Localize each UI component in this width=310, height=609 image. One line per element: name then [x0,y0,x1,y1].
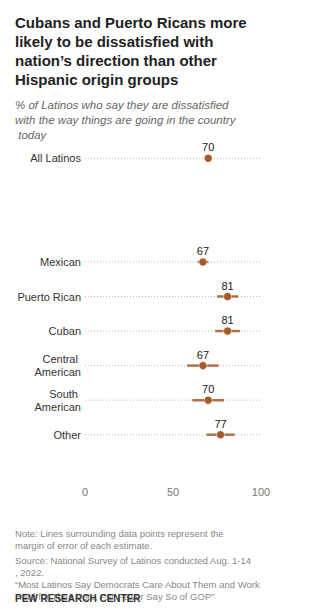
svg-text:% of Latinos who say they are: % of Latinos who say they are dissatisfi… [15,99,232,111]
svg-text:Cubans and Puerto Ricans more: Cubans and Puerto Ricans more [15,14,251,31]
svg-text:Note: Lines surrounding data p: Note: Lines surrounding data points repr… [15,528,226,539]
svg-text:Cuban: Cuban [49,325,81,337]
svg-text:0: 0 [82,486,88,498]
svg-text:67: 67 [197,349,209,361]
svg-text:Mexican: Mexican [40,256,81,268]
svg-text:67: 67 [197,245,209,257]
svg-text:50: 50 [167,486,179,498]
svg-text:70: 70 [202,141,214,153]
svg-text:margin of error of each estima: margin of error of each estimate. [15,540,152,551]
svg-text:nation’s direction than other: nation’s direction than other [15,52,221,69]
svg-text:77: 77 [214,418,226,430]
svg-text:with the way things are going: with the way things are going in the cou… [15,114,237,126]
svg-text:Source: National Survey of Lat: Source: National Survey of Latinos condu… [15,555,251,566]
svg-text:81: 81 [221,280,233,292]
svg-text:100: 100 [252,486,270,498]
svg-text:Hispanic origin groups: Hispanic origin groups [15,71,178,88]
svg-text:70: 70 [202,383,214,395]
svg-text:, 2022.: , 2022. [15,567,44,578]
svg-text:PEW RESEARCH CENTER: PEW RESEARCH CENTER [15,593,141,604]
svg-text:All Latinos: All Latinos [30,152,81,164]
svg-text:likely to be dissatisfied with: likely to be dissatisfied with [15,33,218,50]
svg-text:today: today [15,129,48,141]
svg-text:American: American [35,366,81,378]
svg-text:81: 81 [221,314,233,326]
svg-text:“Most Latinos Say Democrats Ca: “Most Latinos Say Democrats Care About T… [15,579,262,590]
svg-text:American: American [35,401,81,413]
svg-text:Central: Central [42,353,81,365]
svg-text:Other: Other [53,429,81,441]
svg-text:South: South [49,388,81,400]
svg-text:Puerto Rican: Puerto Rican [17,291,81,303]
